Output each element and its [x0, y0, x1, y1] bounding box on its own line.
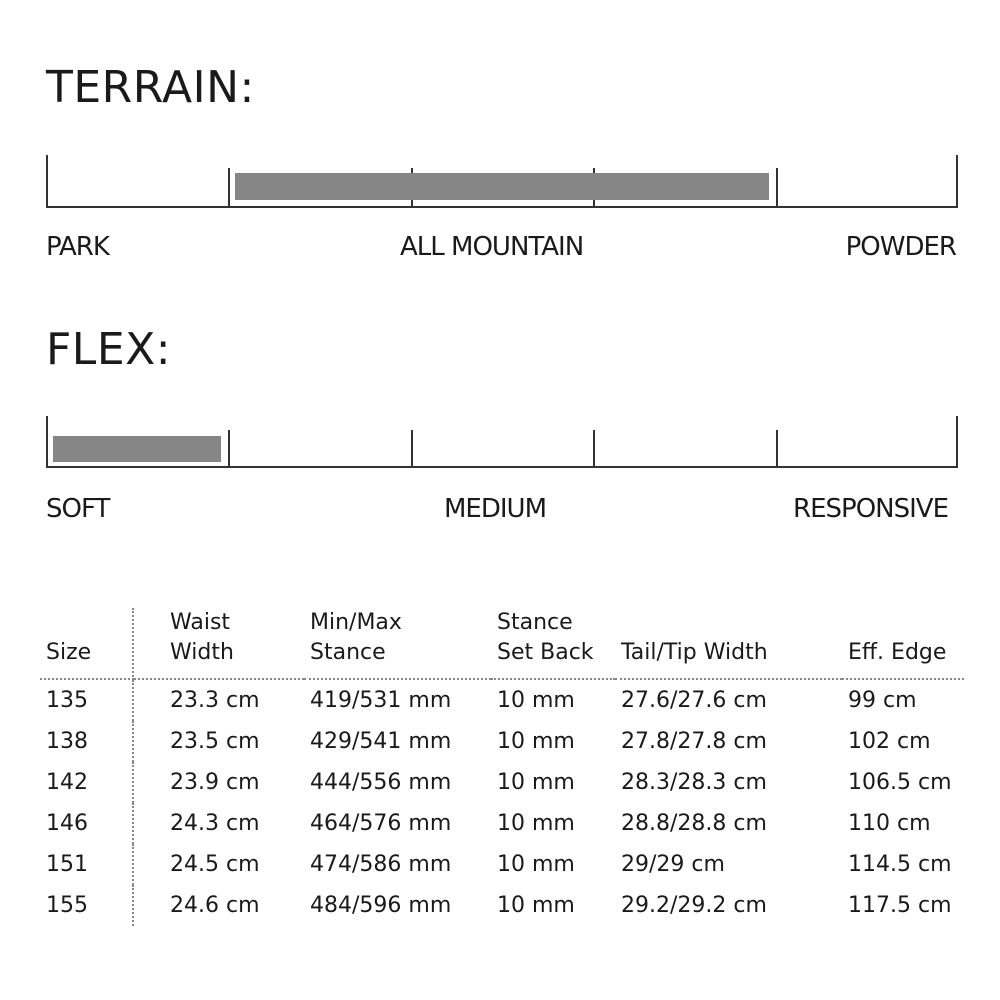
terrain-title: TERRAIN: — [46, 62, 255, 113]
table-cell: 27.8/27.8 cm — [621, 729, 767, 754]
header-stance: Min/Max Stance — [304, 608, 491, 680]
flex-label-medium: MEDIUM — [444, 494, 547, 524]
terrain-label-all-mountain: ALL MOUNTAIN — [400, 232, 584, 262]
table-row: 138 23.5 cm 429/541 mm 10 mm 27.8/27.8 cm 102… — [40, 721, 964, 762]
table-cell: 114.5 cm — [848, 852, 952, 877]
scale-tick — [46, 155, 48, 208]
scale-tick — [593, 430, 596, 468]
flex-label-soft: SOFT — [46, 494, 110, 524]
table-cell: 28.3/28.3 cm — [621, 770, 767, 795]
table-cell: 10 mm — [497, 688, 575, 713]
flex-title: FLEX: — [46, 324, 172, 375]
table-cell: 27.6/27.6 cm — [621, 688, 767, 713]
table-cell: 110 cm — [848, 811, 931, 836]
table-cell: 102 cm — [848, 729, 931, 754]
scale-tick — [46, 416, 48, 468]
table-cell: 23.3 cm — [170, 688, 260, 713]
scale-tick — [775, 168, 778, 208]
table-row: 155 24.6 cm 484/596 mm 10 mm 29.2/29.2 cm 117… — [40, 885, 964, 926]
table-row: 142 23.9 cm 444/556 mm 10 mm 28.3/28.3 cm 106… — [40, 762, 964, 803]
table-cell: 23.9 cm — [170, 770, 260, 795]
scale-baseline — [46, 466, 958, 468]
header-tail-tip: Tail/Tip Width — [615, 608, 842, 680]
table-cell: 24.5 cm — [170, 852, 260, 877]
table-cell: 23.5 cm — [170, 729, 260, 754]
table-cell: 155 — [40, 885, 134, 926]
table-cell: 146 — [40, 803, 134, 844]
header-eff-edge: Eff. Edge — [842, 608, 964, 680]
table-cell: 99 cm — [848, 688, 917, 713]
table-cell: 24.6 cm — [170, 893, 260, 918]
scale-tick — [956, 416, 958, 468]
terrain-label-park: PARK — [46, 232, 110, 262]
table-cell: 444/556 mm — [310, 770, 452, 795]
flex-scale — [46, 416, 958, 468]
table-cell: 10 mm — [497, 852, 575, 877]
terrain-label-powder: POWDER — [845, 232, 957, 262]
scale-tick — [775, 430, 778, 468]
table-cell: 429/541 mm — [310, 729, 452, 754]
scale-baseline — [46, 206, 958, 208]
header-setback: Stance Set Back — [491, 608, 615, 680]
table-cell: 117.5 cm — [848, 893, 952, 918]
table-row: 135 23.3 cm 419/531 mm 10 mm 27.6/27.6 cm 99 … — [40, 679, 964, 721]
scale-fill-bar — [53, 436, 222, 462]
table-cell: 484/596 mm — [310, 893, 452, 918]
scale-tick — [410, 430, 413, 468]
table-row: 151 24.5 cm 474/586 mm 10 mm 29/29 cm 114.5 c… — [40, 844, 964, 885]
table-cell: 138 — [40, 721, 134, 762]
header-size: Size — [40, 608, 134, 680]
size-spec-table: Size Waist Width Min/Max Stance Stance Set … — [40, 608, 964, 926]
table-cell: 474/586 mm — [310, 852, 452, 877]
table-cell: 135 — [40, 679, 134, 721]
table-cell: 10 mm — [497, 811, 575, 836]
table-cell: 106.5 cm — [848, 770, 952, 795]
table-cell: 10 mm — [497, 893, 575, 918]
scale-tick — [956, 155, 958, 208]
scale-fill-bar — [235, 173, 769, 200]
table-cell: 24.3 cm — [170, 811, 260, 836]
table-header-row: Size Waist Width Min/Max Stance Stance Set … — [40, 608, 964, 680]
table-cell: 151 — [40, 844, 134, 885]
table-row: 146 24.3 cm 464/576 mm 10 mm 28.8/28.8 cm 110… — [40, 803, 964, 844]
table-cell: 10 mm — [497, 770, 575, 795]
table-cell: 29.2/29.2 cm — [621, 893, 767, 918]
table-cell: 464/576 mm — [310, 811, 452, 836]
table-cell: 28.8/28.8 cm — [621, 811, 767, 836]
table-cell: 142 — [40, 762, 134, 803]
flex-label-responsive: RESPONSIVE — [793, 494, 949, 524]
scale-tick — [228, 168, 231, 208]
table-cell: 10 mm — [497, 729, 575, 754]
scale-tick — [228, 430, 231, 468]
header-waist-width: Waist Width — [133, 608, 304, 680]
table-cell: 419/531 mm — [310, 688, 452, 713]
terrain-scale — [46, 155, 958, 208]
table-cell: 29/29 cm — [621, 852, 725, 877]
